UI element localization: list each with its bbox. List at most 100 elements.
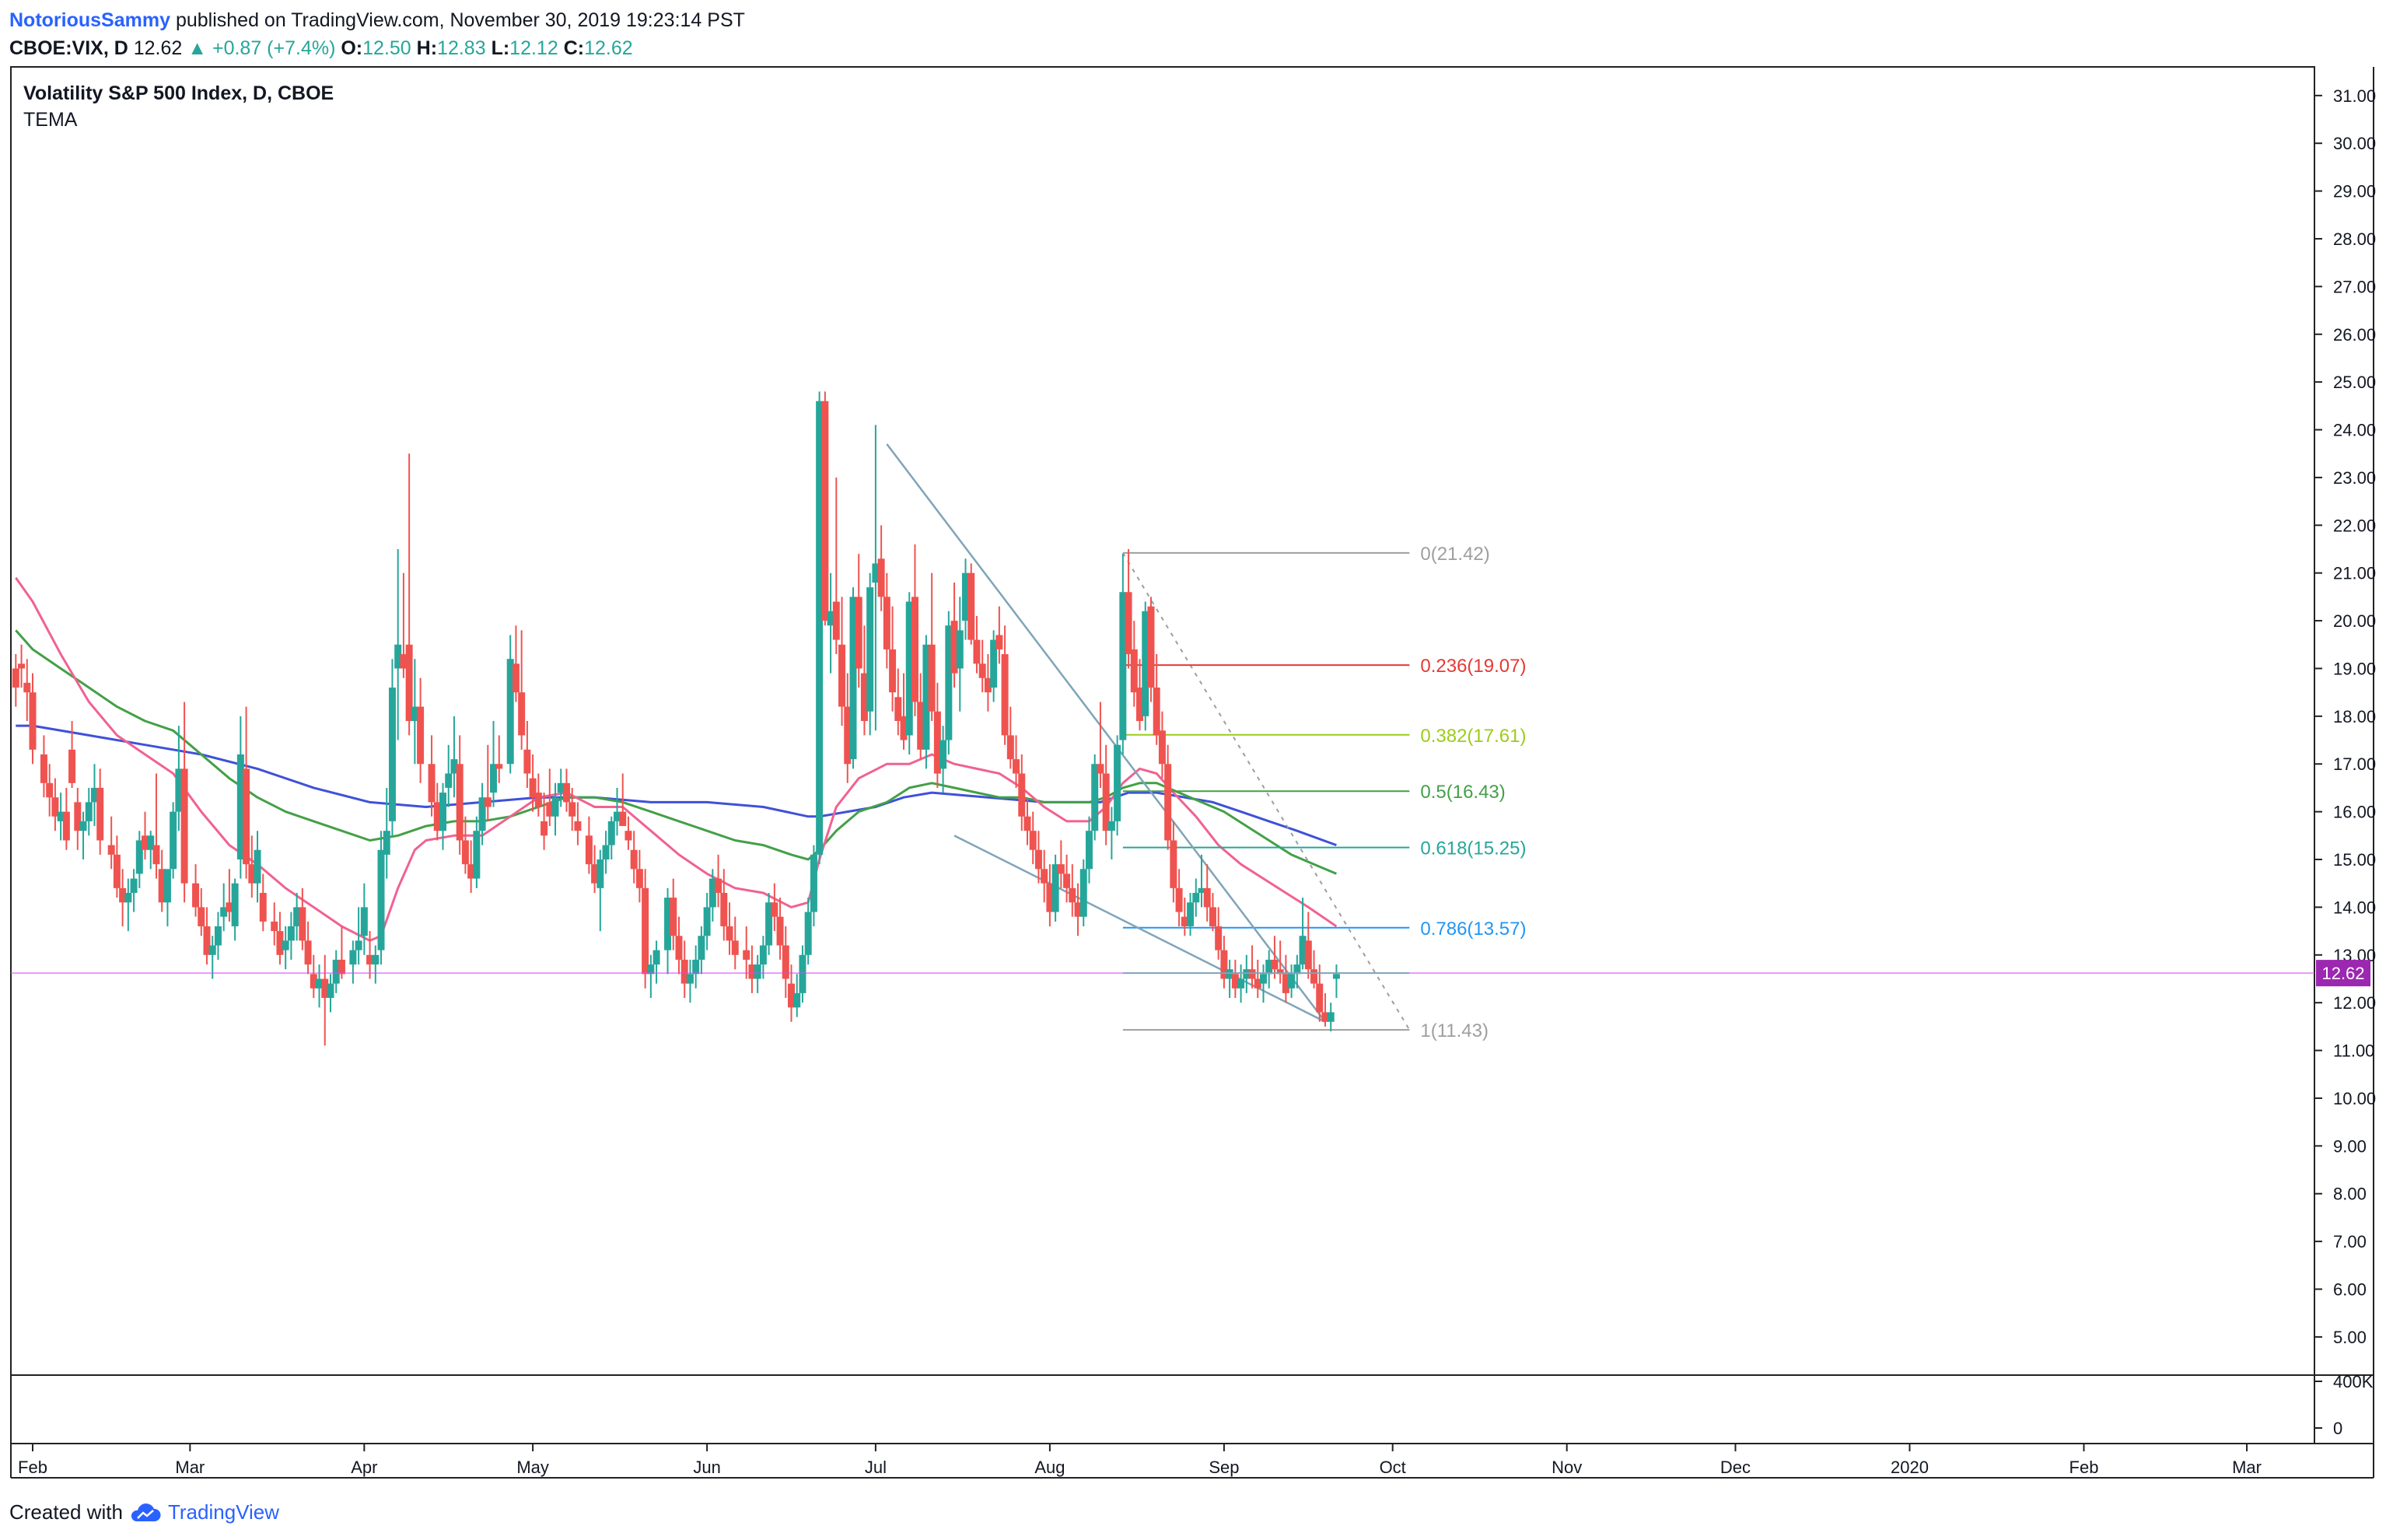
- candle-body: [1265, 959, 1273, 975]
- candle-body: [1006, 735, 1014, 760]
- candle: [1282, 954, 1289, 1003]
- candle: [349, 940, 357, 984]
- candle-body: [1041, 869, 1048, 884]
- time-tick-label: Sep: [1209, 1458, 1239, 1477]
- candle: [872, 425, 880, 731]
- candle: [788, 964, 796, 1022]
- candle-body: [428, 764, 436, 803]
- candle-body: [1248, 969, 1256, 979]
- candle-body: [799, 954, 806, 993]
- candle: [461, 816, 469, 874]
- candle: [939, 726, 947, 793]
- candle: [388, 659, 396, 836]
- candle-body: [124, 892, 132, 903]
- candle: [1041, 849, 1048, 903]
- candle-body: [1237, 978, 1245, 989]
- candle: [74, 787, 82, 850]
- candle: [832, 477, 840, 655]
- candle-body: [788, 983, 796, 1008]
- candle-body: [990, 639, 998, 688]
- candle: [574, 802, 582, 845]
- chart-header: NotoriousSammy published on TradingView.…: [9, 6, 745, 62]
- price-tick-label: 11.00: [2333, 1041, 2374, 1061]
- candle-body: [1231, 974, 1239, 989]
- trendlines[interactable]: [886, 443, 1326, 1023]
- candle: [271, 902, 278, 946]
- candle: [439, 782, 446, 850]
- time-tick-label: Mar: [2232, 1458, 2262, 1477]
- candle-body: [860, 673, 868, 721]
- candle: [995, 606, 1003, 664]
- candle-body: [523, 749, 531, 774]
- low-label: L:: [491, 37, 510, 59]
- candle-body: [872, 563, 880, 583]
- candle-body: [1079, 869, 1087, 917]
- price-axis[interactable]: 5.006.007.008.009.0010.0011.0012.0013.00…: [2314, 86, 2376, 1347]
- candle-body: [1187, 902, 1195, 926]
- candle: [1164, 744, 1172, 850]
- open-label: O:: [341, 37, 363, 59]
- candle-body: [1147, 606, 1155, 688]
- candle: [203, 907, 211, 965]
- candle: [855, 554, 862, 688]
- candle-body: [51, 797, 59, 817]
- time-axis[interactable]: Feb Mar Apr May Jun Jul Aug Sep Oct Nov Dec 2020 Feb…: [18, 1444, 2262, 1477]
- candle: [282, 926, 289, 970]
- candle-body: [1254, 978, 1261, 989]
- candle: [984, 654, 992, 712]
- candle: [698, 926, 705, 975]
- candle: [1198, 854, 1205, 908]
- trendline: [886, 443, 1326, 1023]
- candle-body: [962, 572, 970, 621]
- author-link[interactable]: NotoriousSammy: [9, 9, 170, 31]
- candle-body: [1282, 974, 1289, 993]
- candle-body: [680, 959, 688, 984]
- candle-body: [708, 878, 716, 908]
- candle: [1299, 898, 1307, 970]
- tradingview-brand-link[interactable]: TradingView: [167, 1500, 280, 1524]
- candle: [46, 764, 54, 817]
- candle: [1203, 864, 1211, 922]
- candle-body: [147, 835, 155, 850]
- candle-body: [96, 787, 104, 841]
- candle-body: [602, 845, 610, 860]
- candle-body: [57, 811, 65, 821]
- candle-body: [1085, 831, 1093, 870]
- candle: [1248, 945, 1256, 989]
- candle-body: [748, 964, 756, 979]
- footer: Created with TradingView: [9, 1498, 279, 1526]
- candle: [1265, 950, 1273, 989]
- candle: [23, 659, 31, 721]
- candle-body: [703, 907, 711, 936]
- candle: [214, 912, 222, 960]
- candle: [950, 582, 958, 688]
- candle-body: [1192, 892, 1200, 903]
- candle-body: [18, 663, 26, 669]
- candle-body: [995, 635, 1003, 649]
- candle-body: [74, 802, 82, 831]
- candle-body: [1304, 940, 1312, 970]
- candle: [1321, 992, 1329, 1027]
- candle-body: [1102, 773, 1110, 831]
- candle: [1119, 554, 1127, 754]
- candle: [776, 898, 784, 960]
- candle: [512, 625, 520, 702]
- candle: [731, 916, 739, 970]
- candle: [838, 597, 846, 726]
- last-price-badge: [2316, 960, 2370, 987]
- candle-body: [670, 898, 677, 936]
- fibonacci-retracement[interactable]: 0(21.42) 0.236(19.07) 0.382(17.61) 0.5(16.4…: [1121, 544, 1527, 1041]
- candle: [428, 735, 436, 817]
- candle: [1215, 907, 1223, 960]
- symbol-label: CBOE:VIX, D: [9, 37, 128, 59]
- candle: [905, 592, 913, 754]
- candle: [1034, 831, 1042, 884]
- candle-body: [1209, 907, 1216, 926]
- candle: [293, 892, 301, 941]
- time-tick-label: Feb: [2069, 1458, 2099, 1477]
- candle: [1158, 711, 1166, 779]
- candle-body: [894, 697, 902, 721]
- candle-body: [512, 663, 520, 693]
- candle-body: [119, 887, 127, 903]
